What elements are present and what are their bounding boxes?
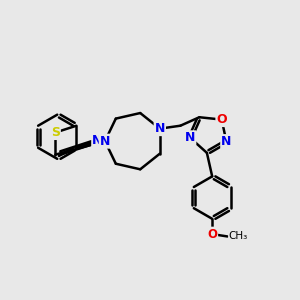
Text: N: N bbox=[154, 122, 165, 135]
Text: CH₃: CH₃ bbox=[229, 232, 248, 242]
Text: N: N bbox=[185, 131, 195, 144]
Text: O: O bbox=[216, 113, 227, 126]
Text: N: N bbox=[100, 135, 110, 148]
Text: N: N bbox=[92, 134, 103, 148]
Text: N: N bbox=[221, 135, 232, 148]
Text: O: O bbox=[207, 228, 217, 241]
Text: S: S bbox=[51, 126, 60, 139]
